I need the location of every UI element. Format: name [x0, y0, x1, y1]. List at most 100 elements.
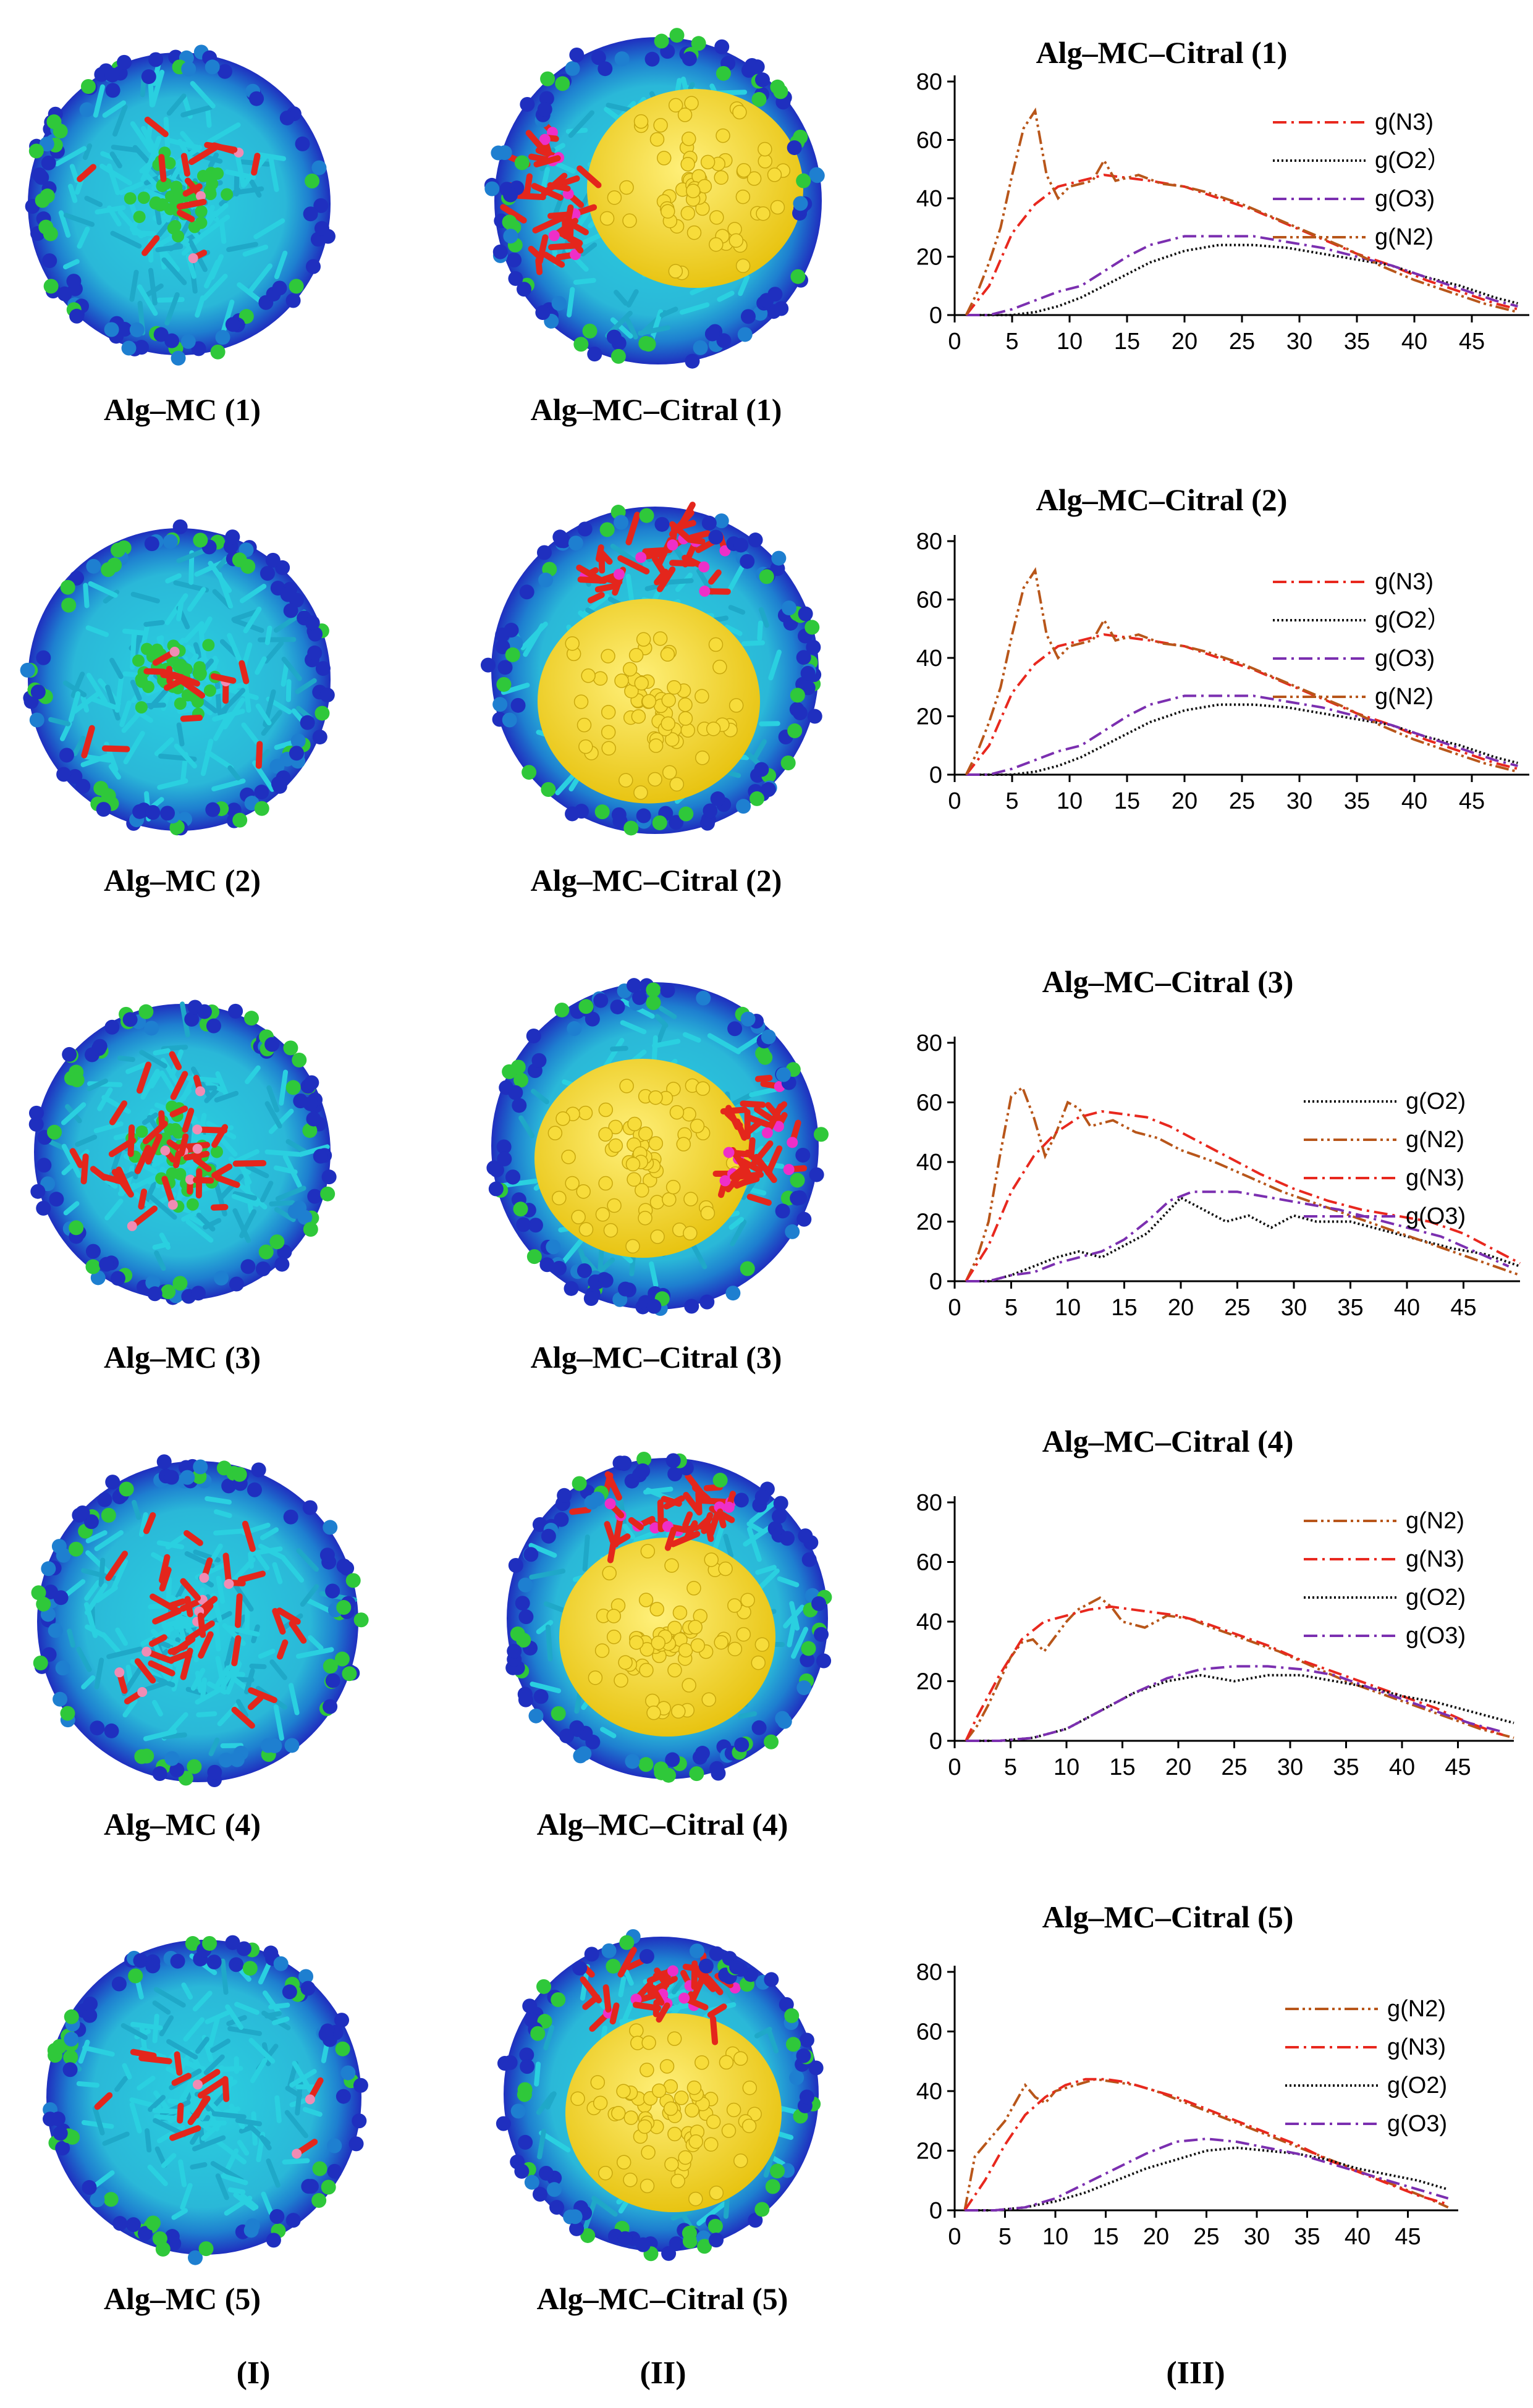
citral-atom	[629, 1635, 644, 1650]
rim-atom	[55, 1661, 70, 1676]
chain-stick	[625, 318, 638, 340]
chain-stick	[264, 2011, 282, 2019]
rim-atom	[228, 1003, 243, 1019]
rim-atom	[60, 579, 75, 595]
citral-atom	[709, 237, 724, 252]
red-segment	[547, 182, 571, 192]
cluster-4	[480, 502, 822, 836]
rim-atom	[325, 1673, 340, 1688]
x-tick-label: 40	[1345, 2224, 1370, 2250]
citral-atom	[616, 2155, 631, 2170]
citral-atom	[706, 2114, 721, 2129]
red-segment	[178, 1133, 189, 1157]
chain-stick	[91, 697, 117, 710]
rim-atom	[41, 1561, 56, 1577]
rim-atom	[754, 2202, 770, 2217]
chain-stick	[662, 578, 694, 585]
chain-stick	[200, 1677, 207, 1702]
rim-atom	[69, 1220, 84, 1236]
citral-atom	[641, 2145, 656, 2160]
rim-atom	[240, 1259, 256, 1274]
series-line-gO3	[965, 2137, 1449, 2212]
x-tick-label: 0	[948, 2224, 961, 2250]
rim-atom	[638, 1757, 654, 1772]
chain-stick	[176, 548, 206, 563]
rim-atom	[335, 2041, 350, 2056]
chain-stick	[266, 1085, 280, 1113]
red-segment	[614, 1533, 631, 1546]
legend-label: g(N2)	[1387, 1996, 1446, 2022]
chain-stick	[295, 678, 317, 694]
rim-atom	[193, 533, 208, 548]
citral-atom	[593, 671, 608, 686]
rim-atom	[145, 1958, 161, 1974]
core-atom	[172, 1126, 185, 1139]
rim-atom	[269, 2209, 285, 2225]
rim-atom	[53, 1590, 69, 1606]
chain-stick	[559, 235, 572, 267]
rim-atom	[180, 334, 196, 349]
x-tick-label: 5	[1004, 1754, 1017, 1780]
chain-stick	[152, 2013, 159, 2044]
y-tick-label: 60	[916, 1550, 942, 1576]
chain-stick	[114, 2076, 129, 2092]
chain-stick	[153, 1048, 171, 1056]
rim-atom	[496, 676, 512, 692]
magenta-atom	[723, 1147, 735, 1158]
citral-atom	[708, 637, 724, 652]
rim-atom	[103, 2192, 119, 2207]
rim-atom	[551, 1706, 566, 1721]
red-segment	[625, 1958, 645, 1971]
chain-stick	[623, 1968, 634, 1986]
chain-stick	[655, 1024, 667, 1045]
rim-atom	[272, 280, 287, 296]
rim-atom	[792, 1190, 808, 1205]
chart-1: Alg–MC–Citral (1) 0 20 40 60 80 0 5 10 15 20 25 30 35…	[916, 35, 1529, 355]
red-segment	[670, 520, 696, 532]
pink-atom	[292, 2149, 302, 2159]
rim-atom	[514, 2163, 530, 2179]
citral-atom	[716, 128, 730, 143]
pink-atom	[192, 1143, 203, 1154]
red-segment	[101, 745, 130, 752]
rim-atom	[105, 83, 120, 98]
rim-atom	[513, 1202, 528, 1217]
chain-stick	[82, 143, 93, 160]
citral-atom	[638, 1126, 653, 1142]
core-atom	[191, 695, 204, 708]
rim-atom	[709, 2233, 724, 2248]
red-segment	[617, 555, 650, 575]
citral-atom	[740, 1593, 755, 1608]
rim-atom	[503, 229, 518, 244]
rim-atom	[206, 1955, 222, 1970]
chain-stick	[730, 1219, 747, 1247]
chain-stick	[75, 1134, 98, 1147]
citral-atom	[593, 2095, 608, 2110]
rim-atom	[340, 2065, 356, 2081]
rim-atom	[555, 76, 570, 91]
y-tick-label: 80	[916, 1490, 942, 1516]
rim-atom	[193, 1459, 208, 1475]
chain-stick	[234, 2002, 260, 2015]
x-tick-label: 35	[1337, 1295, 1363, 1321]
rim-atom	[660, 983, 675, 998]
rim-atom	[269, 1234, 285, 1250]
citral-atom	[601, 705, 616, 720]
chain-stick	[723, 1533, 734, 1559]
chain-stick	[205, 1496, 232, 1505]
rim-atom	[255, 1261, 271, 1276]
red-segment	[169, 1105, 188, 1118]
red-segment	[143, 1512, 156, 1534]
citral-atom	[602, 1565, 617, 1581]
citral-atom	[767, 167, 782, 182]
y-tick-label: 60	[916, 128, 942, 154]
chain-stick	[54, 146, 87, 167]
chain-stick	[151, 1552, 167, 1564]
core-atom	[163, 157, 176, 170]
y-tick-label: 60	[916, 2019, 942, 2045]
rim-atom	[625, 1754, 640, 1769]
chain-stick	[110, 230, 142, 249]
x-tick-label: 15	[1114, 329, 1140, 355]
rim-atom	[94, 67, 109, 82]
chain-stick	[92, 2105, 105, 2136]
